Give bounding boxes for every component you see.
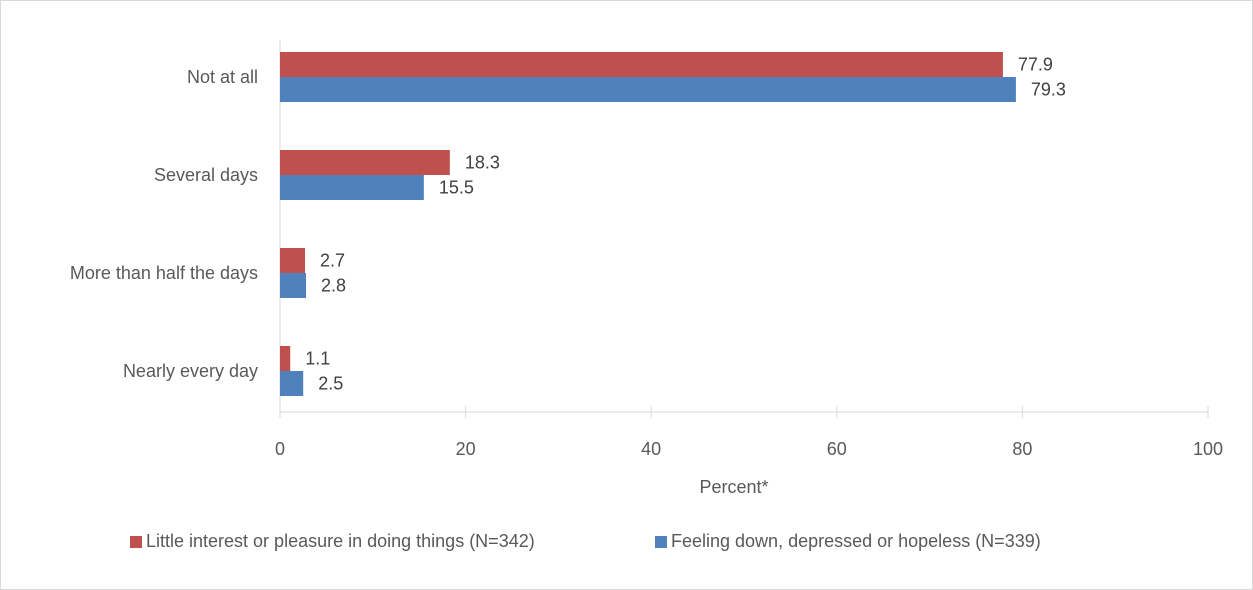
x-axis-title: Percent* <box>699 477 768 497</box>
category-label: Not at all <box>187 67 258 87</box>
bar-depressed <box>280 77 1016 102</box>
category-label: Nearly every day <box>123 361 258 381</box>
bar-interest <box>280 52 1003 77</box>
data-label: 1.1 <box>305 349 330 369</box>
x-tick-label-0: 0 <box>275 439 285 459</box>
x-tick-label-20: 20 <box>456 439 476 459</box>
bar-depressed <box>280 371 304 396</box>
legend-depressed-label: Feeling down, depressed or hopeless (N=3… <box>671 531 1041 551</box>
bar-interest <box>280 248 306 273</box>
legend-interest-label: Little interest or pleasure in doing thi… <box>146 531 535 551</box>
data-label: 2.8 <box>321 276 346 296</box>
legend-depressed-swatch <box>655 536 667 548</box>
legend-interest-swatch <box>130 536 142 548</box>
data-label: 2.5 <box>318 374 343 394</box>
data-label: 2.7 <box>320 251 345 271</box>
x-tick-label-80: 80 <box>1012 439 1032 459</box>
category-label: Several days <box>154 165 258 185</box>
x-tick-label-100: 100 <box>1193 439 1223 459</box>
bar-interest <box>280 150 450 175</box>
category-label: More than half the days <box>70 263 258 283</box>
bar-depressed <box>280 273 306 298</box>
data-label: 77.9 <box>1018 55 1053 75</box>
bar-interest <box>280 346 291 371</box>
x-tick-label-40: 40 <box>641 439 661 459</box>
data-label: 79.3 <box>1031 80 1066 100</box>
data-label: 18.3 <box>465 153 500 173</box>
x-tick-label-60: 60 <box>827 439 847 459</box>
data-label: 15.5 <box>439 178 474 198</box>
bar-depressed <box>280 175 424 200</box>
